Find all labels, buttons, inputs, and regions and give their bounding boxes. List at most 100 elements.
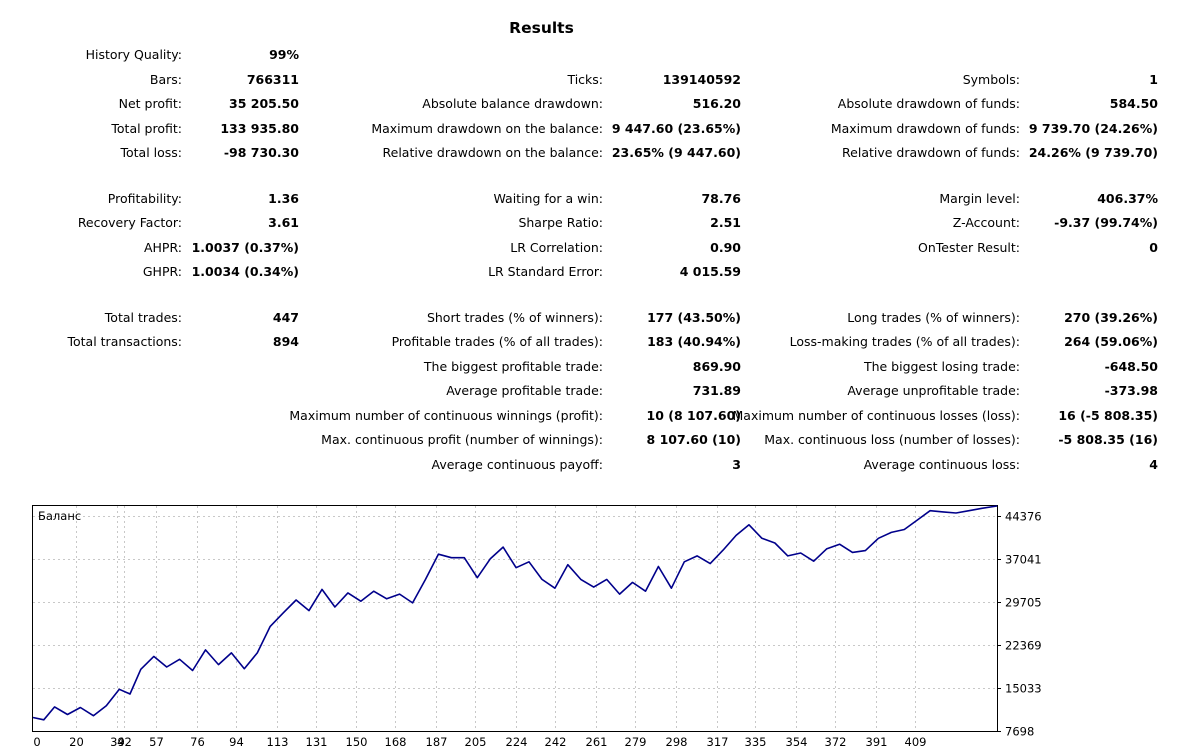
bars-value: 766311: [247, 72, 299, 87]
x-tick-label: 242: [545, 735, 567, 749]
x-tick-label: 224: [506, 735, 528, 749]
abs-balance-drawdown-value: 516.20: [693, 96, 741, 111]
max-continuous-wins-label: Maximum number of continuous winnings (p…: [289, 408, 603, 423]
x-tick-label: 317: [707, 735, 729, 749]
waiting-win-value: 78.76: [701, 191, 741, 206]
max-continuous-losses-label: Maximum number of continuous losses (los…: [733, 408, 1021, 423]
balance-chart: Баланс 7698 15033 22369 29705 37041 44376 0 20…: [0, 500, 1183, 750]
recovery-factor-value: 3.61: [268, 215, 299, 230]
sharpe-ratio-value: 2.51: [710, 215, 741, 230]
x-tick-label: 113: [267, 735, 289, 749]
x-tick-label: 150: [346, 735, 368, 749]
symbols-label: Symbols:: [963, 72, 1020, 87]
total-trades-value: 447: [273, 310, 299, 325]
profitable-trades-label: Profitable trades (% of all trades):: [392, 334, 603, 349]
max-drawdown-balance-label: Maximum drawdown on the balance:: [371, 121, 603, 136]
avg-unprofitable-value: -373.98: [1105, 383, 1158, 398]
max-drawdown-balance-value: 9 447.60 (23.65%): [612, 121, 741, 136]
x-tick-label: 57: [149, 735, 164, 749]
total-transactions-label: Total transactions:: [67, 334, 182, 349]
ontester-result-label: OnTester Result:: [918, 240, 1020, 255]
ahpr-label: AHPR:: [144, 240, 182, 255]
rel-drawdown-funds-value: 24.26% (9 739.70): [1029, 145, 1158, 160]
plot-frame: [33, 506, 998, 732]
total-profit-label: Total profit:: [111, 121, 182, 136]
lr-std-error-label: LR Standard Error:: [488, 264, 603, 279]
y-tick-label: 29705: [1005, 596, 1042, 610]
profitable-trades-value: 183 (40.94%): [647, 334, 741, 349]
y-axis-ticks: 7698 15033 22369 29705 37041 44376: [997, 510, 1042, 739]
x-tick-label: 279: [625, 735, 647, 749]
y-tick-label: 37041: [1005, 553, 1042, 567]
bars-label: Bars:: [150, 72, 182, 87]
avg-unprofitable-label: Average unprofitable trade:: [847, 383, 1020, 398]
rel-drawdown-balance-value: 23.65% (9 447.60): [612, 145, 741, 160]
y-tick-label: 44376: [1005, 510, 1042, 524]
margin-level-label: Margin level:: [939, 191, 1020, 206]
ontester-result-value: 0: [1149, 240, 1158, 255]
abs-balance-drawdown-label: Absolute balance drawdown:: [422, 96, 603, 111]
chart-grid: [33, 506, 997, 731]
ticks-label: Ticks:: [567, 72, 603, 87]
recovery-factor-label: Recovery Factor:: [78, 215, 182, 230]
x-tick-label: 298: [666, 735, 688, 749]
symbols-value: 1: [1149, 72, 1158, 87]
x-tick-label: 168: [385, 735, 407, 749]
x-tick-label: 76: [190, 735, 205, 749]
short-trades-value: 177 (43.50%): [647, 310, 741, 325]
avg-profitable-label: Average profitable trade:: [446, 383, 603, 398]
biggest-losing-value: -648.50: [1105, 359, 1158, 374]
x-tick-label: 409: [905, 735, 927, 749]
lr-correlation-value: 0.90: [710, 240, 741, 255]
avg-continuous-loss-value: 4: [1149, 457, 1158, 472]
profitability-value: 1.36: [268, 191, 299, 206]
loss-making-trades-label: Loss-making trades (% of all trades):: [790, 334, 1020, 349]
y-tick-label: 7698: [1005, 725, 1034, 739]
total-profit-value: 133 935.80: [220, 121, 299, 136]
net-profit-label: Net profit:: [119, 96, 182, 111]
chart-title: Баланс: [38, 509, 81, 523]
max-continuous-loss-label: Max. continuous loss (number of losses):: [764, 432, 1020, 447]
ahpr-value: 1.0037 (0.37%): [192, 240, 299, 255]
ghpr-value: 1.0034 (0.34%): [192, 264, 299, 279]
x-tick-label: 94: [229, 735, 244, 749]
rel-drawdown-funds-label: Relative drawdown of funds:: [842, 145, 1020, 160]
x-tick-label: 391: [866, 735, 888, 749]
loss-making-trades-value: 264 (59.06%): [1064, 334, 1158, 349]
lr-correlation-label: LR Correlation:: [510, 240, 603, 255]
x-tick-label: 354: [786, 735, 808, 749]
margin-level-value: 406.37%: [1097, 191, 1158, 206]
total-loss-label: Total loss:: [120, 145, 182, 160]
abs-drawdown-funds-label: Absolute drawdown of funds:: [838, 96, 1020, 111]
x-tick-label: 20: [69, 735, 84, 749]
total-transactions-value: 894: [273, 334, 299, 349]
max-continuous-wins-value: 10 (8 107.60): [647, 408, 741, 423]
x-tick-label: 187: [426, 735, 448, 749]
max-continuous-loss-value: -5 808.35 (16): [1058, 432, 1158, 447]
report-title: Results: [0, 19, 1083, 37]
z-account-label: Z-Account:: [953, 215, 1020, 230]
x-tick-label: 335: [745, 735, 767, 749]
avg-continuous-payoff-value: 3: [732, 457, 741, 472]
lr-std-error-value: 4 015.59: [680, 264, 741, 279]
biggest-profitable-label: The biggest profitable trade:: [424, 359, 603, 374]
net-profit-value: 35 205.50: [229, 96, 299, 111]
biggest-profitable-value: 869.90: [693, 359, 741, 374]
avg-continuous-loss-label: Average continuous loss:: [864, 457, 1020, 472]
x-tick-label: 261: [586, 735, 608, 749]
x-axis-ticks: 0 20 39 57 76 94 113 131 150 168 187 205 224 242 261 27…: [33, 735, 926, 749]
x-tick-label: 205: [465, 735, 487, 749]
short-trades-label: Short trades (% of winners):: [427, 310, 603, 325]
long-trades-label: Long trades (% of winners):: [847, 310, 1020, 325]
z-account-value: -9.37 (99.74%): [1054, 215, 1158, 230]
ghpr-label: GHPR:: [143, 264, 182, 279]
max-drawdown-funds-value: 9 739.70 (24.26%): [1029, 121, 1158, 136]
waiting-win-label: Waiting for a win:: [493, 191, 603, 206]
history-quality-value: 99%: [269, 47, 299, 62]
biggest-losing-label: The biggest losing trade:: [864, 359, 1020, 374]
abs-drawdown-funds-value: 584.50: [1110, 96, 1158, 111]
max-drawdown-funds-label: Maximum drawdown of funds:: [831, 121, 1020, 136]
sharpe-ratio-label: Sharpe Ratio:: [518, 215, 603, 230]
balance-series-line: [33, 506, 997, 720]
long-trades-value: 270 (39.26%): [1064, 310, 1158, 325]
